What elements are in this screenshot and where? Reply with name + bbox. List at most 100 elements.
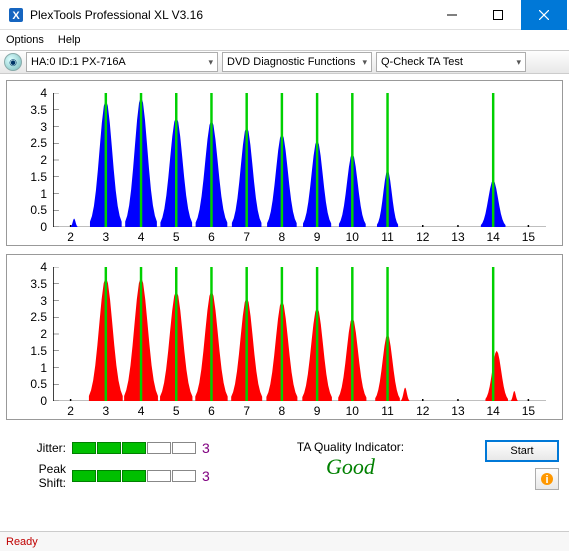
svg-text:i: i xyxy=(545,474,548,486)
x-tick-label: 11 xyxy=(381,404,393,418)
info-button[interactable]: i xyxy=(535,468,559,490)
y-tick-label: 1.5 xyxy=(30,170,47,184)
y-tick-label: 2 xyxy=(40,327,47,341)
segment xyxy=(147,470,171,482)
jitter-row: Jitter: 3 xyxy=(10,440,216,456)
x-tick-label: 5 xyxy=(173,404,180,418)
chart-bottom-plot xyxy=(53,267,546,401)
x-tick-label: 13 xyxy=(451,230,464,244)
segment xyxy=(122,442,146,454)
peakshift-row: Peak Shift: 3 xyxy=(10,462,216,490)
chart-top-plot xyxy=(53,93,546,227)
test-select-value: Q-Check TA Test xyxy=(381,56,463,68)
x-tick-label: 9 xyxy=(314,404,321,418)
jitter-label: Jitter: xyxy=(10,441,66,455)
quality-indicator: TA Quality Indicator: Good xyxy=(228,440,473,480)
peakshift-value: 3 xyxy=(202,468,216,484)
y-tick-label: 3 xyxy=(40,294,47,308)
device-select-value: HA:0 ID:1 PX-716A xyxy=(31,56,126,68)
segment xyxy=(72,442,96,454)
x-tick-label: 14 xyxy=(486,230,499,244)
y-tick-label: 4 xyxy=(40,260,47,274)
x-tick-label: 11 xyxy=(381,230,393,244)
status-text: Ready xyxy=(6,536,38,548)
peakshift-label: Peak Shift: xyxy=(10,462,66,490)
x-tick-label: 5 xyxy=(173,230,180,244)
device-select[interactable]: HA:0 ID:1 PX-716A xyxy=(26,52,218,72)
x-tick-label: 7 xyxy=(243,404,250,418)
x-tick-label: 10 xyxy=(346,404,359,418)
titlebar: X PlexTools Professional XL V3.16 xyxy=(0,0,569,30)
window-title: PlexTools Professional XL V3.16 xyxy=(30,8,429,22)
segment xyxy=(172,470,196,482)
chart-top-yaxis: 00.511.522.533.54 xyxy=(7,93,51,227)
function-select-value: DVD Diagnostic Functions xyxy=(227,56,355,68)
x-tick-label: 4 xyxy=(138,404,145,418)
x-tick-label: 15 xyxy=(522,404,535,418)
segment xyxy=(72,470,96,482)
x-tick-label: 4 xyxy=(138,230,145,244)
x-tick-label: 2 xyxy=(67,404,74,418)
chart-top-xaxis: 2 3 4 5 6 7 8 9 10 11 12 13 14 15 xyxy=(53,229,546,245)
segment xyxy=(97,442,121,454)
segment xyxy=(97,470,121,482)
menubar: Options Help xyxy=(0,30,569,50)
jitter-bars xyxy=(72,442,196,454)
chart-bottom-xaxis: 23456789101112131415 xyxy=(53,403,546,419)
x-tick-label: 12 xyxy=(416,230,429,244)
quality-label: TA Quality Indicator: xyxy=(228,440,473,454)
chart-area: 00.511.522.533.54 23456789101112131415 0… xyxy=(0,74,569,430)
segment xyxy=(147,442,171,454)
disc-icon[interactable]: ◉ xyxy=(4,53,22,71)
y-tick-label: 0 xyxy=(40,220,47,234)
statusbar: Ready xyxy=(0,531,569,551)
y-tick-label: 0 xyxy=(40,394,47,408)
y-tick-label: 1 xyxy=(40,187,47,201)
bottom-panel: Jitter: 3 Peak Shift: 3 TA Quality Indic… xyxy=(0,436,569,494)
y-tick-label: 1.5 xyxy=(30,344,47,358)
menu-help[interactable]: Help xyxy=(58,34,81,46)
y-tick-label: 2 xyxy=(40,153,47,167)
maximize-button[interactable] xyxy=(475,0,521,30)
minimize-button[interactable] xyxy=(429,0,475,30)
x-tick-label: 3 xyxy=(102,230,109,244)
chart-bottom-yaxis: 00.511.522.533.54 xyxy=(7,267,51,401)
menu-options[interactable]: Options xyxy=(6,34,44,46)
function-select[interactable]: DVD Diagnostic Functions xyxy=(222,52,372,72)
x-tick-label: 12 xyxy=(416,404,429,418)
svg-text:X: X xyxy=(12,10,20,22)
y-tick-label: 0.5 xyxy=(30,203,47,217)
x-tick-label: 10 xyxy=(346,230,359,244)
start-button[interactable]: Start xyxy=(485,440,559,462)
x-tick-label: 14 xyxy=(486,404,499,418)
close-button[interactable] xyxy=(521,0,567,30)
y-tick-label: 2.5 xyxy=(30,310,47,324)
x-tick-label: 2 xyxy=(67,230,74,244)
toolbar: ◉ HA:0 ID:1 PX-716A DVD Diagnostic Funct… xyxy=(0,50,569,74)
y-tick-label: 4 xyxy=(40,86,47,100)
y-tick-label: 2.5 xyxy=(30,136,47,150)
x-tick-label: 13 xyxy=(451,404,464,418)
start-button-label: Start xyxy=(510,445,533,457)
app-icon: X xyxy=(8,7,24,23)
segment xyxy=(122,470,146,482)
y-tick-label: 1 xyxy=(40,361,47,375)
jitter-value: 3 xyxy=(202,440,216,456)
y-tick-label: 3.5 xyxy=(30,103,47,117)
x-tick-label: 8 xyxy=(279,404,286,418)
chart-top: 0 0.5 1 1.5 2 2.5 3 3.5 4 2 3 4 5 6 7 8 9 10 11 12 13 14 15 xyxy=(6,80,563,246)
x-tick-label: 9 xyxy=(314,230,321,244)
metrics-panel: Jitter: 3 Peak Shift: 3 xyxy=(10,440,216,490)
peakshift-bars xyxy=(72,470,196,482)
x-tick-label: 7 xyxy=(243,230,250,244)
y-tick-label: 3.5 xyxy=(30,277,47,291)
x-tick-label: 15 xyxy=(522,230,535,244)
chart-bottom: 00.511.522.533.54 23456789101112131415 xyxy=(6,254,563,420)
y-tick-label: 0.5 xyxy=(30,377,47,391)
segment xyxy=(172,442,196,454)
test-select[interactable]: Q-Check TA Test xyxy=(376,52,526,72)
quality-value: Good xyxy=(228,454,473,480)
x-tick-label: 8 xyxy=(279,230,286,244)
y-tick-label: 3 xyxy=(40,120,47,134)
x-tick-label: 6 xyxy=(208,230,215,244)
